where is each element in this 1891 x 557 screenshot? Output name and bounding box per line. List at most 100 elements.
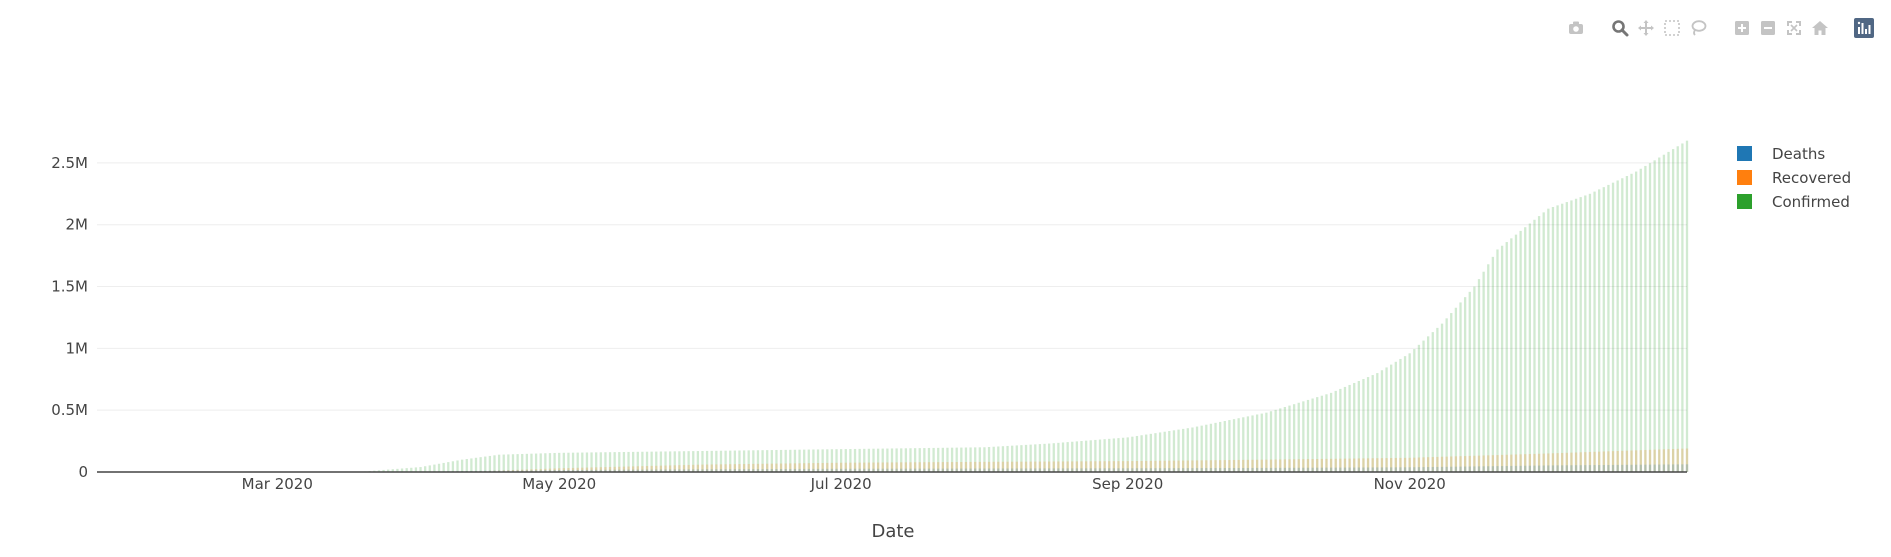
bar-confirmed — [479, 457, 482, 472]
bar-recovered — [1639, 450, 1642, 472]
bar-confirmed — [1048, 443, 1051, 472]
bar-deaths — [1514, 465, 1518, 472]
bar-deaths — [789, 468, 792, 472]
bar-deaths — [733, 469, 736, 472]
box-select-icon[interactable] — [1659, 16, 1685, 40]
bar-deaths — [969, 468, 972, 472]
bar-confirmed — [941, 447, 944, 472]
bar-confirmed — [1265, 412, 1268, 472]
bar-deaths — [590, 469, 593, 472]
bar-confirmed — [1302, 401, 1305, 472]
bar-recovered — [710, 464, 713, 472]
bar-deaths — [655, 469, 658, 472]
bar-deaths — [1602, 465, 1605, 472]
bar-deaths — [927, 468, 931, 472]
bar-recovered — [590, 467, 593, 472]
bar-recovered — [1325, 458, 1328, 472]
bar-confirmed — [1635, 171, 1638, 472]
bar-recovered — [1454, 456, 1458, 472]
legend-item-deaths[interactable]: Deaths — [1737, 145, 1825, 163]
bar-deaths — [1611, 464, 1615, 472]
bar-confirmed — [937, 447, 940, 472]
bar-recovered — [1135, 461, 1139, 472]
camera-icon[interactable] — [1563, 16, 1589, 40]
bar-confirmed — [1598, 189, 1601, 472]
bar-recovered — [1172, 460, 1176, 472]
bar-deaths — [710, 469, 713, 472]
bar-confirmed — [1251, 415, 1254, 472]
bar-confirmed — [701, 450, 704, 472]
lasso-select-icon[interactable] — [1685, 16, 1711, 40]
bar-deaths — [534, 470, 538, 472]
bar-confirmed — [484, 456, 487, 472]
bar-confirmed — [1514, 234, 1518, 472]
bar-recovered — [1551, 453, 1555, 472]
bar-confirmed — [1075, 441, 1079, 472]
bar-deaths — [1635, 464, 1638, 472]
bar-deaths — [1528, 465, 1531, 472]
legend-item-confirmed[interactable]: Confirmed — [1737, 193, 1850, 211]
pan-icon[interactable] — [1633, 16, 1659, 40]
bar-confirmed — [1149, 433, 1152, 472]
zoom-icon[interactable] — [1607, 16, 1633, 40]
bar-recovered — [1366, 458, 1370, 472]
plotly-logo-icon[interactable] — [1851, 16, 1877, 40]
bar-recovered — [1394, 457, 1397, 472]
bar-deaths — [876, 468, 880, 472]
zoom-in-icon[interactable] — [1729, 16, 1755, 40]
bar-deaths — [627, 469, 630, 472]
bar-confirmed — [950, 447, 954, 472]
bar-deaths — [803, 468, 806, 472]
bar-confirmed — [1024, 444, 1028, 472]
bar-deaths — [812, 468, 815, 472]
bar-confirmed — [595, 452, 598, 472]
bar-confirmed — [590, 452, 593, 472]
bar-recovered — [1320, 458, 1323, 472]
legend-item-recovered[interactable]: Recovered — [1737, 169, 1851, 187]
autoscale-icon[interactable] — [1781, 16, 1807, 40]
bar-confirmed — [830, 449, 834, 472]
bar-confirmed — [1108, 438, 1111, 472]
bar-recovered — [1334, 458, 1337, 472]
bar-recovered — [849, 462, 852, 472]
bar-recovered — [1376, 458, 1379, 472]
bar-deaths — [1048, 468, 1051, 472]
bar-recovered — [1302, 459, 1305, 472]
bar-confirmed — [724, 450, 727, 472]
bar-deaths — [1353, 467, 1356, 472]
bar-recovered — [1371, 458, 1374, 472]
bar-deaths — [1390, 467, 1393, 472]
bar-recovered — [742, 464, 746, 472]
bar-deaths — [516, 470, 519, 472]
bar-confirmed — [664, 451, 667, 472]
bar-deaths — [1255, 467, 1259, 472]
legend-label: Recovered — [1772, 169, 1851, 187]
bar-deaths — [604, 469, 607, 472]
bar-recovered — [1561, 452, 1564, 472]
bar-deaths — [701, 469, 704, 472]
bar-deaths — [1417, 467, 1421, 472]
bar-confirmed — [1390, 364, 1393, 472]
bar-deaths — [1279, 467, 1282, 472]
zoom-out-icon[interactable] — [1755, 16, 1781, 40]
bar-deaths — [544, 470, 547, 472]
bar-deaths — [1468, 466, 1471, 472]
bar-deaths — [1616, 464, 1619, 472]
bar-deaths — [1574, 465, 1578, 472]
bar-recovered — [678, 465, 681, 472]
bar-deaths — [1260, 467, 1263, 472]
bar-recovered — [1468, 455, 1471, 472]
bar-confirmed — [530, 453, 533, 472]
bar-deaths — [1223, 468, 1226, 472]
bar-confirmed — [1413, 349, 1416, 472]
bar-recovered — [1006, 461, 1009, 472]
bar-deaths — [983, 468, 986, 472]
bar-confirmed — [955, 447, 958, 472]
bar-recovered — [932, 462, 935, 472]
reset-axes-icon[interactable] — [1807, 16, 1833, 40]
bar-deaths — [974, 468, 977, 472]
bar-confirmed — [1242, 417, 1245, 472]
bar-deaths — [511, 470, 515, 472]
bar-confirmed — [1297, 402, 1300, 472]
bar-deaths — [548, 470, 552, 472]
